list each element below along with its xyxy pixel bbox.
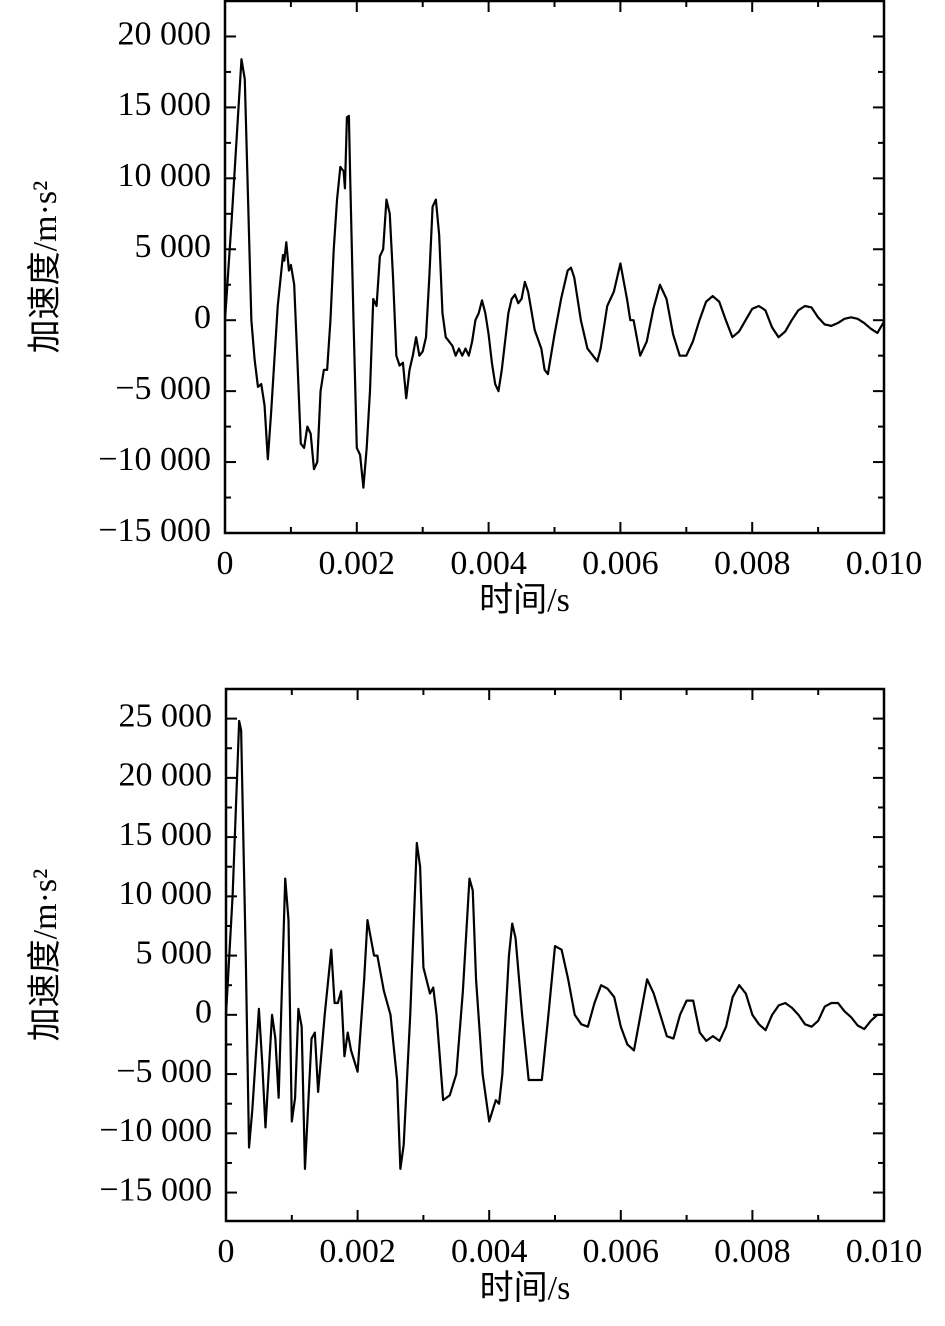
y-tick-label: 25 000 bbox=[119, 697, 213, 734]
x-tick-label: 0 bbox=[218, 1233, 235, 1270]
y-tick-label: −10 000 bbox=[99, 1112, 212, 1149]
x-tick-label: 0.008 bbox=[714, 1233, 791, 1270]
x-tick-label: 0 bbox=[217, 545, 234, 582]
y-tick-label: 10 000 bbox=[118, 157, 212, 194]
y-tick-label: 15 000 bbox=[119, 816, 213, 853]
y-tick-label: 20 000 bbox=[119, 757, 213, 794]
x-tick-label: 0.002 bbox=[319, 545, 396, 582]
x-tick-label: 0.010 bbox=[846, 1233, 923, 1270]
y-tick-label: 0 bbox=[195, 994, 212, 1031]
y-tick-label: 10 000 bbox=[119, 875, 213, 912]
x-axis-label: 时间/s bbox=[480, 1270, 571, 1307]
x-tick-label: 0.002 bbox=[319, 1233, 396, 1270]
data-line bbox=[224, 719, 884, 1170]
data-line bbox=[223, 58, 885, 489]
plot-frame bbox=[223, 0, 886, 535]
y-tick-label: −5 000 bbox=[115, 370, 211, 407]
y-tick-label: −10 000 bbox=[98, 441, 211, 478]
y-tick-label: 15 000 bbox=[118, 86, 212, 123]
y-tick-label: −5 000 bbox=[116, 1053, 212, 1090]
y-axis-label: 加速度/m·s² bbox=[26, 181, 64, 354]
y-tick-label: 5 000 bbox=[135, 228, 212, 265]
y-tick-label: −15 000 bbox=[99, 1171, 212, 1208]
y-tick-label: 0 bbox=[194, 299, 211, 336]
x-tick-label: 0.004 bbox=[450, 545, 527, 582]
y-tick-label: −15 000 bbox=[98, 512, 211, 549]
x-tick-label: 0.010 bbox=[846, 545, 923, 582]
x-tick-label: 0.008 bbox=[714, 545, 791, 582]
x-tick-label: 0.006 bbox=[583, 1233, 660, 1270]
x-axis-label: 时间/s bbox=[479, 582, 570, 619]
y-tick-label: 20 000 bbox=[118, 15, 212, 52]
x-tick-label: 0.006 bbox=[582, 545, 659, 582]
y-tick-label: 5 000 bbox=[136, 934, 213, 971]
y-axis-label: 加速度/m·s² bbox=[26, 869, 64, 1042]
x-tick-label: 0.004 bbox=[451, 1233, 528, 1270]
